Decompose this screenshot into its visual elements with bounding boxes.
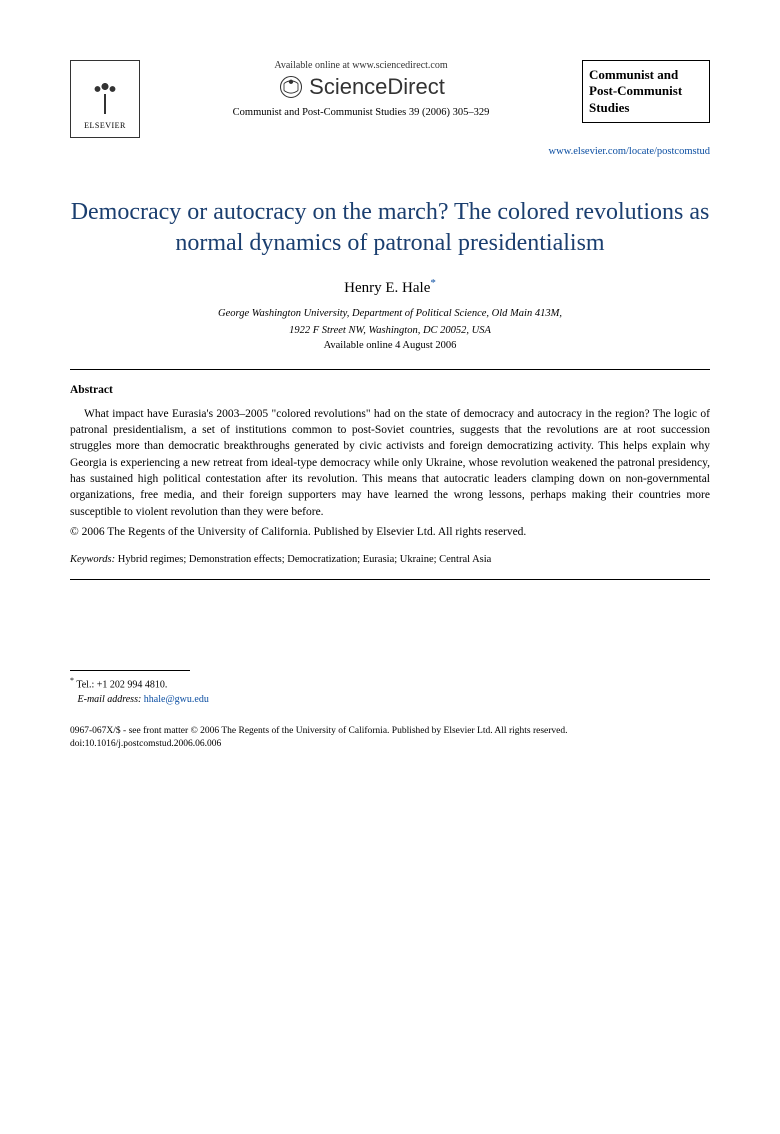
journal-title-box: Communist and Post-Communist Studies [582, 60, 710, 123]
divider [70, 369, 710, 370]
header-row: ELSEVIER Available online at www.science… [70, 60, 710, 138]
affiliation-line: George Washington University, Department… [70, 307, 710, 321]
abstract-heading: Abstract [70, 384, 710, 396]
keywords-label: Keywords: [70, 554, 115, 565]
divider [70, 579, 710, 580]
journal-box-line: Post-Communist [589, 83, 703, 99]
journal-box-line: Studies [589, 100, 703, 116]
journal-box-line: Communist and [589, 67, 703, 83]
publisher-logo-label: ELSEVIER [84, 121, 126, 130]
author-email[interactable]: hhale@gwu.edu [144, 694, 209, 705]
abstract-body: What impact have Eurasia's 2003–2005 "co… [70, 406, 710, 520]
footer-block: 0967-067X/$ - see front matter © 2006 Th… [70, 725, 710, 752]
sciencedirect-brand: ScienceDirect [150, 73, 572, 101]
email-label: E-mail address: [78, 694, 142, 705]
article-title: Democracy or autocracy on the march? The… [70, 197, 710, 259]
keywords-list: Hybrid regimes; Demonstration effects; D… [118, 554, 492, 565]
front-matter-line: 0967-067X/$ - see front matter © 2006 Th… [70, 725, 710, 738]
footnote-star-icon: * [70, 676, 74, 685]
corresponding-star-icon: * [430, 277, 436, 289]
publisher-logo: ELSEVIER [70, 60, 140, 138]
author-line: Henry E. Hale* [70, 277, 710, 297]
available-online-line: Available online at www.sciencedirect.co… [150, 60, 572, 71]
doi-line: doi:10.1016/j.postcomstud.2006.06.006 [70, 738, 710, 751]
available-date: Available online 4 August 2006 [70, 340, 710, 351]
center-header: Available online at www.sciencedirect.co… [140, 60, 582, 118]
citation-line: Communist and Post-Communist Studies 39 … [150, 107, 572, 118]
corresponding-footnote: * Tel.: +1 202 994 4810. [70, 675, 710, 692]
sciencedirect-icon [277, 73, 305, 101]
affiliation-line: 1922 F Street NW, Washington, DC 20052, … [70, 324, 710, 338]
keywords-line: Keywords: Hybrid regimes; Demonstration … [70, 554, 710, 565]
locate-url[interactable]: www.elsevier.com/locate/postcomstud [70, 146, 710, 157]
footnote-divider [70, 670, 190, 671]
author-name: Henry E. Hale [344, 280, 430, 296]
elsevier-tree-icon [80, 69, 130, 119]
footnote-tel: Tel.: +1 202 994 4810. [76, 680, 167, 691]
abstract-copyright: © 2006 The Regents of the University of … [70, 524, 710, 540]
email-footnote: E-mail address: hhale@gwu.edu [70, 693, 710, 707]
sciencedirect-text: ScienceDirect [309, 74, 445, 100]
